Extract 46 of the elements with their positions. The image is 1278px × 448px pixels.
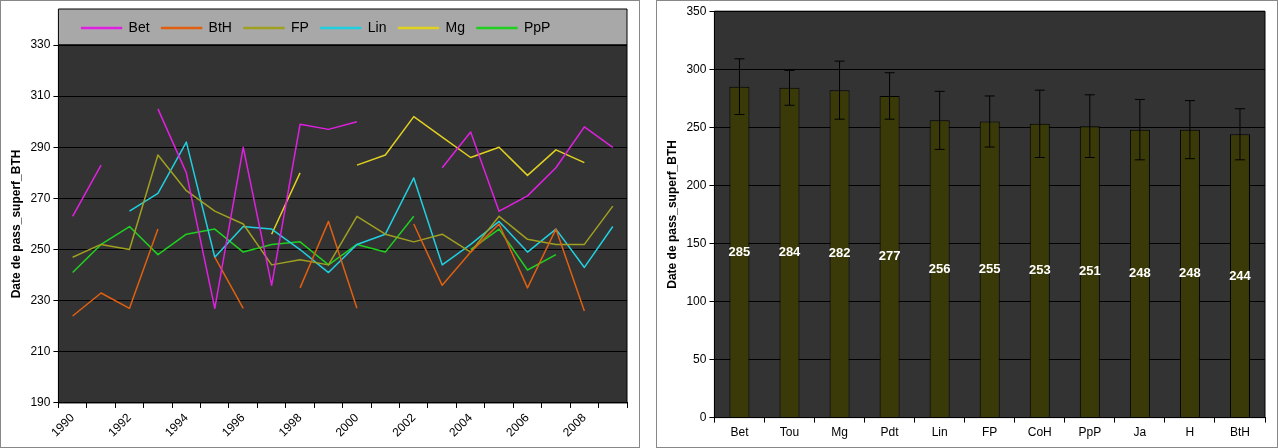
x-tick-label: Mg: [831, 425, 848, 440]
legend-label: Bet: [128, 18, 150, 35]
y-tick-label: 310: [30, 88, 51, 103]
data-label: 285: [728, 243, 751, 259]
x-tick-label: Bet: [730, 425, 750, 440]
y-tick-label: 0: [699, 409, 707, 424]
y-tick-label: 190: [30, 395, 51, 410]
y-tick-label: 300: [686, 61, 707, 76]
x-tick-label: H: [1185, 425, 1195, 440]
y-tick-label: 210: [30, 344, 51, 359]
x-tick-label: BtH: [1229, 425, 1250, 440]
x-tick-label: CoH: [1027, 425, 1052, 440]
y-tick-label: 290: [30, 139, 51, 154]
y-tick-label: 350: [686, 3, 707, 18]
data-label: 256: [928, 260, 951, 276]
data-label: 253: [1028, 262, 1051, 278]
legend-label: Lin: [367, 18, 387, 35]
legend-label: Mg: [445, 18, 465, 35]
y-tick-label: 200: [686, 177, 707, 192]
y-tick-label: 270: [30, 190, 51, 205]
data-label: 277: [878, 248, 901, 264]
x-tick-label: FP: [982, 425, 998, 440]
x-tick-label: PpP: [1078, 425, 1102, 440]
legend-label: PpP: [523, 18, 551, 35]
legend-label: FP: [290, 18, 309, 35]
data-label: 255: [978, 261, 1001, 277]
y-tick-label: 150: [686, 235, 707, 250]
legend-label: BtH: [208, 18, 232, 35]
y-tick-label: 100: [686, 293, 707, 308]
x-tick-label: Lin: [931, 425, 948, 440]
y-tick-label: 230: [30, 292, 51, 307]
y-axis-title: Date de pass_superf_BTH: [8, 149, 23, 299]
y-tick-label: 250: [30, 241, 51, 256]
data-label: 248: [1129, 265, 1151, 281]
x-tick-label: Pdt: [880, 425, 900, 440]
data-label: 282: [828, 245, 851, 261]
x-tick-label: Tou: [779, 425, 800, 440]
data-label: 244: [1229, 267, 1252, 283]
x-tick-label: Ja: [1133, 425, 1147, 440]
data-label: 251: [1078, 263, 1101, 279]
y-tick-label: 50: [693, 351, 707, 366]
y-tick-label: 330: [30, 37, 51, 52]
y-axis-title: Date de pass_superf_BTH: [664, 140, 679, 289]
data-label: 284: [778, 244, 802, 260]
y-tick-label: 250: [686, 119, 707, 134]
data-label: 248: [1179, 265, 1201, 281]
